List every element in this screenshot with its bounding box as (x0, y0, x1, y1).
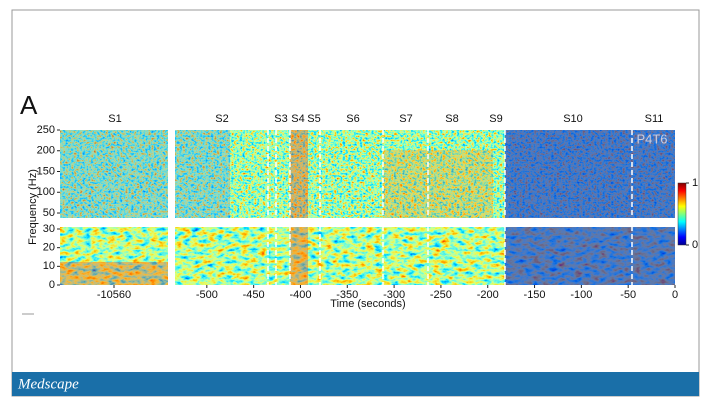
x-tick-label: 0 (672, 289, 678, 301)
x-tick-label: -450 (243, 289, 265, 301)
segment-label: S6 (346, 113, 359, 125)
x-tick-label: -100 (570, 289, 592, 301)
segment-label: S7 (399, 113, 412, 125)
x-tick-label: -400 (289, 289, 311, 301)
segment-label: S10 (563, 113, 583, 125)
segment-label: S11 (645, 113, 664, 125)
x-tick-label: -350 (336, 289, 358, 301)
x-tick-label: -250 (430, 289, 452, 301)
y-tick-label: 20 (43, 242, 55, 254)
colorbar-tick-label: 1 (692, 177, 698, 189)
y-tick-label: 10 (43, 260, 55, 272)
x-tick-label: -500 (196, 289, 218, 301)
y-tick-label: 0 (49, 279, 55, 291)
brand: Medscape (17, 376, 79, 392)
y-tick-label: 150 (37, 165, 55, 177)
colorbar (677, 182, 687, 246)
y-tick-label: 30 (43, 223, 55, 235)
x-axis-label: Time (seconds) (330, 298, 405, 310)
segment-label: S3 (274, 113, 287, 125)
x-tick-label: -300 (383, 289, 405, 301)
segment-label: S1 (108, 113, 121, 125)
x-tick-label: -150 (524, 289, 546, 301)
segment-label: S4 (291, 113, 304, 125)
y-tick-label: 250 (37, 124, 55, 136)
segment-label: S2 (215, 113, 228, 125)
segment-label: S9 (489, 113, 502, 125)
x-tick-label: -10560 (97, 289, 131, 301)
segment-label: S5 (307, 113, 320, 125)
annotation: P4T6 (636, 131, 667, 146)
y-tick-label: 100 (37, 186, 55, 198)
footer-bar (12, 372, 699, 396)
y-axis-label: Frequency (Hz) (27, 169, 39, 245)
panel-label: A (20, 90, 38, 120)
segment-label: S8 (445, 113, 458, 125)
x-tick-label: -50 (620, 289, 636, 301)
y-tick-label: 50 (43, 207, 55, 219)
colorbar-tick-label: 0 (692, 239, 698, 251)
y-tick-label: 200 (37, 145, 55, 157)
x-tick-label: -200 (477, 289, 499, 301)
heatmap (60, 125, 680, 290)
